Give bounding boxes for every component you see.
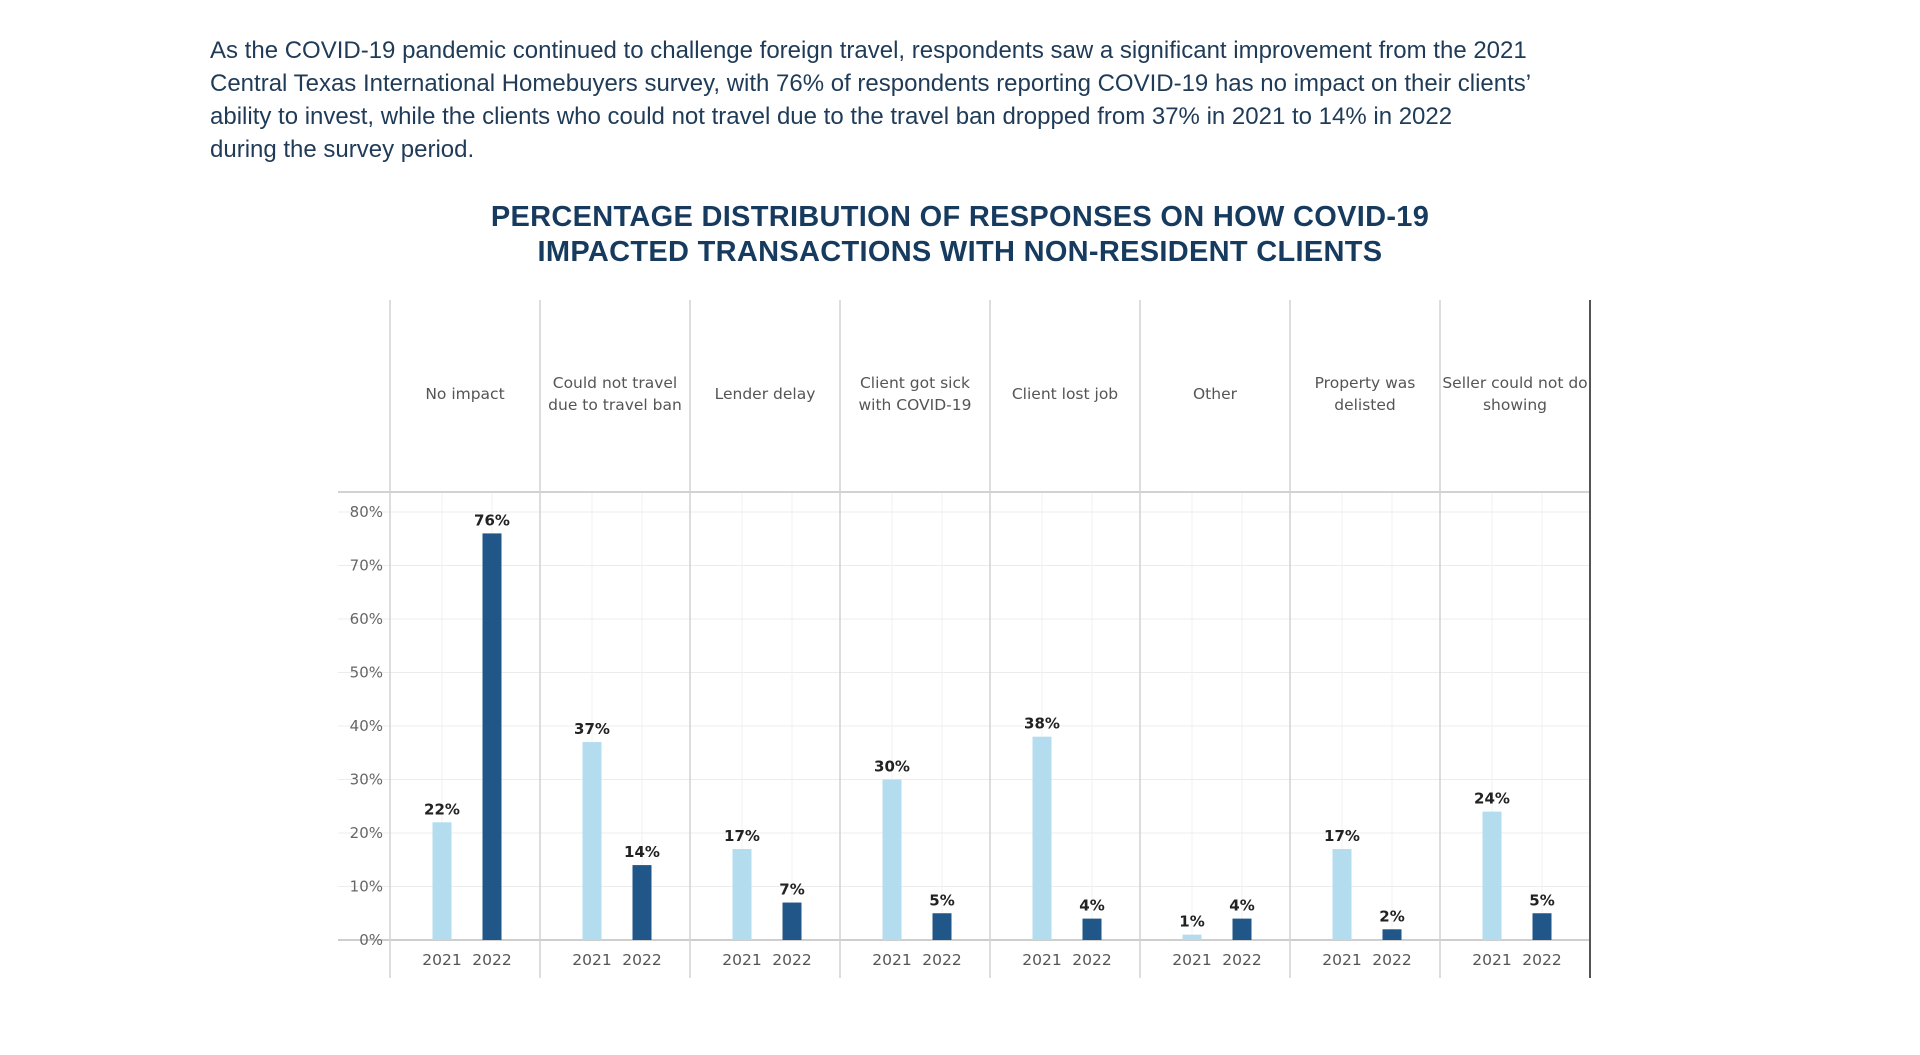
- x-tick-label-2022: 2022: [1222, 951, 1261, 969]
- data-label: 14%: [624, 843, 660, 861]
- x-tick-label-2022: 2022: [1072, 951, 1111, 969]
- intro-paragraph: As the COVID-19 pandemic continued to ch…: [210, 34, 1730, 166]
- chart-title-line-1: PERCENTAGE DISTRIBUTION OF RESPONSES ON …: [490, 201, 1430, 233]
- category-header-label: delisted: [1334, 396, 1396, 414]
- category-header-label: No impact: [425, 385, 504, 403]
- intro-line-3: ability to invest, while the clients who…: [210, 103, 1453, 130]
- data-label: 30%: [874, 758, 910, 776]
- x-tick-label-2021: 2021: [1472, 951, 1511, 969]
- bar-2021: [582, 742, 602, 940]
- bar-2022: [1532, 913, 1552, 940]
- data-label: 37%: [574, 720, 610, 738]
- data-label: 17%: [1324, 827, 1360, 845]
- y-tick-label: 70%: [350, 557, 383, 575]
- bar-2022: [932, 913, 952, 940]
- category-header-label: showing: [1483, 396, 1547, 414]
- intro-line-1: As the COVID-19 pandemic continued to ch…: [210, 37, 1527, 64]
- y-tick-label: 50%: [350, 664, 383, 682]
- data-label: 7%: [779, 881, 804, 899]
- y-tick-label: 20%: [350, 824, 383, 842]
- category-header-label: Client lost job: [1012, 385, 1118, 403]
- category-header-label: Lender delay: [715, 385, 816, 403]
- chart-title-line-2: IMPACTED TRANSACTIONS WITH NON-RESIDENT …: [537, 236, 1383, 268]
- x-tick-label-2022: 2022: [922, 951, 961, 969]
- y-tick-label: 10%: [350, 878, 383, 896]
- category-header-label: Other: [1193, 385, 1238, 403]
- intro-line-4: during the survey period.: [210, 136, 475, 163]
- bar-2021: [432, 822, 452, 940]
- x-tick-label-2022: 2022: [772, 951, 811, 969]
- x-tick-label-2021: 2021: [422, 951, 461, 969]
- x-tick-label-2021: 2021: [1322, 951, 1361, 969]
- data-label: 38%: [1024, 715, 1060, 733]
- data-label: 22%: [424, 800, 460, 818]
- bar-2021: [1482, 811, 1502, 940]
- data-label: 17%: [724, 827, 760, 845]
- category-header-label: Seller could not do: [1442, 374, 1587, 392]
- x-tick-label-2022: 2022: [622, 951, 661, 969]
- category-header-label: with COVID-19: [859, 396, 972, 414]
- data-label: 2%: [1379, 907, 1404, 925]
- data-label: 4%: [1079, 897, 1104, 915]
- y-tick-label: 40%: [350, 717, 383, 735]
- bar-2022: [782, 902, 802, 940]
- chart-title: PERCENTAGE DISTRIBUTION OF RESPONSES ON …: [0, 200, 1920, 270]
- bar-2022: [632, 865, 652, 940]
- bar-2021: [882, 779, 902, 940]
- category-header-label: Could not travel: [553, 374, 677, 392]
- data-label: 5%: [1529, 891, 1554, 909]
- x-tick-label-2021: 2021: [872, 951, 911, 969]
- x-tick-label-2022: 2022: [472, 951, 511, 969]
- intro-line-2: Central Texas International Homebuyers s…: [210, 70, 1532, 97]
- y-tick-label: 60%: [350, 610, 383, 628]
- data-label: 1%: [1179, 913, 1204, 931]
- data-label: 76%: [474, 511, 510, 529]
- bar-2022: [1082, 918, 1102, 940]
- bar-2021: [1032, 736, 1052, 940]
- bar-2022: [482, 533, 502, 940]
- bar-2022: [1382, 929, 1402, 940]
- y-tick-label: 0%: [359, 931, 383, 949]
- y-tick-label: 80%: [350, 503, 383, 521]
- category-header-label: due to travel ban: [548, 396, 682, 414]
- x-tick-label-2021: 2021: [722, 951, 761, 969]
- x-tick-label-2021: 2021: [572, 951, 611, 969]
- x-tick-label-2022: 2022: [1522, 951, 1561, 969]
- category-header-label: Client got sick: [860, 374, 970, 392]
- bar-2022: [1232, 918, 1252, 940]
- bar-2021: [1332, 849, 1352, 940]
- x-tick-label-2022: 2022: [1372, 951, 1411, 969]
- bar-2021: [1182, 934, 1202, 940]
- category-header-label: Property was: [1315, 374, 1416, 392]
- data-label: 24%: [1474, 790, 1510, 808]
- data-label: 4%: [1229, 897, 1254, 915]
- x-tick-label-2021: 2021: [1022, 951, 1061, 969]
- bar-2021: [732, 849, 752, 940]
- y-tick-label: 30%: [350, 771, 383, 789]
- x-tick-label-2021: 2021: [1172, 951, 1211, 969]
- data-label: 5%: [929, 891, 954, 909]
